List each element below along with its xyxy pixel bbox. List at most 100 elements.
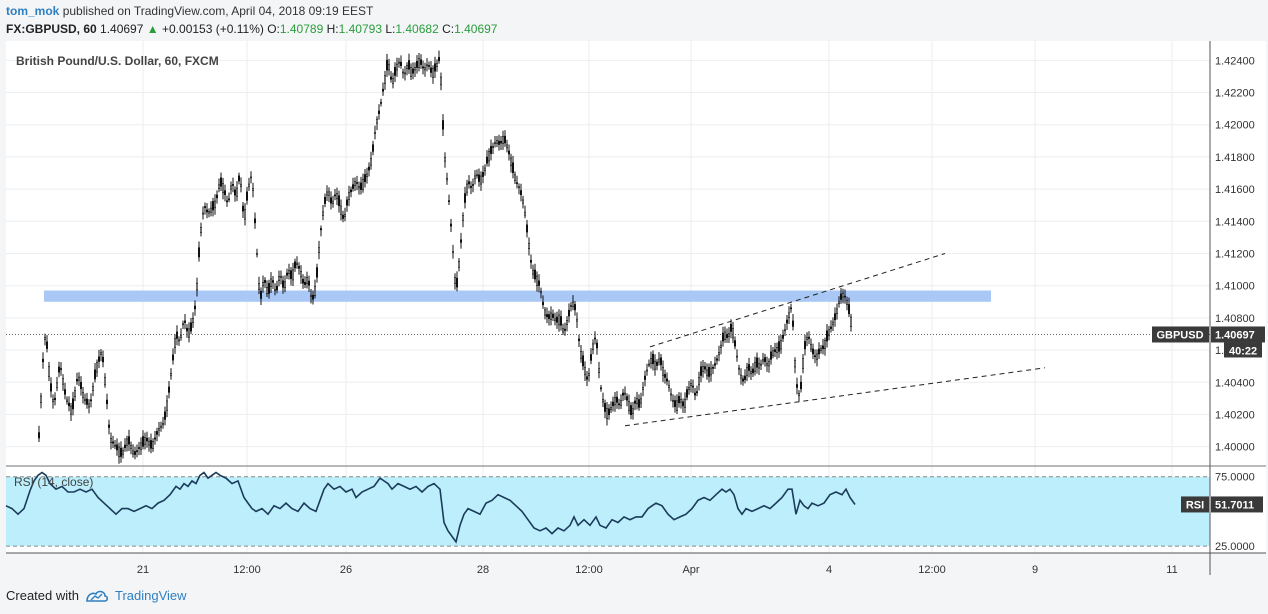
author-name[interactable]: tom_mok <box>6 4 60 18</box>
candle-body <box>68 402 71 407</box>
candle-body <box>43 336 46 340</box>
candle-body <box>76 378 79 382</box>
candle-body <box>785 319 788 324</box>
candle-body <box>315 267 318 278</box>
candle-body <box>661 366 664 376</box>
candle <box>307 275 310 292</box>
candle-body <box>190 322 193 332</box>
candle <box>287 263 290 280</box>
candle <box>849 313 852 332</box>
candle-body <box>409 67 412 77</box>
candle-body <box>45 341 48 349</box>
candle <box>621 388 624 402</box>
candle-body <box>82 392 85 398</box>
candle-body <box>809 343 812 350</box>
candle-body <box>577 338 580 342</box>
candle <box>671 394 674 408</box>
candle <box>214 194 217 215</box>
candle <box>445 172 448 185</box>
candle <box>579 345 582 363</box>
tradingview-brand[interactable]: TradingView <box>114 588 187 603</box>
candle-body <box>835 308 838 314</box>
candle-body <box>80 382 83 389</box>
rsi-name-badge <box>1181 496 1209 513</box>
price-chart-svg[interactable]: 1.42400 1.42200 1.42000 1.41800 1.41600 1.414… <box>0 41 1268 581</box>
candle <box>313 279 316 299</box>
y-tick-label: 1.41000 <box>1215 281 1255 293</box>
candle <box>246 186 249 205</box>
candle <box>733 336 736 350</box>
candle-body <box>140 442 143 450</box>
candle <box>66 396 69 405</box>
candle <box>761 352 764 365</box>
candle-body <box>557 314 560 326</box>
candle <box>791 314 794 331</box>
candle <box>355 175 358 191</box>
candle-body <box>561 328 564 333</box>
candle-body <box>341 214 344 219</box>
candle-body <box>631 408 634 414</box>
candle <box>717 345 720 362</box>
y-tick-label: 1.40800 <box>1215 313 1255 325</box>
candle-body <box>767 360 770 367</box>
price-scale[interactable] <box>1210 41 1266 553</box>
candle <box>569 301 572 312</box>
candle <box>216 190 219 204</box>
candle <box>116 438 119 456</box>
candle-body <box>94 369 97 380</box>
candle-body <box>66 399 69 402</box>
candle <box>311 290 314 305</box>
candle <box>755 352 758 374</box>
candle-body <box>733 340 736 347</box>
candle-body <box>743 375 746 380</box>
candle-body <box>515 182 518 184</box>
candle <box>549 306 552 326</box>
candle-body <box>443 157 446 162</box>
candle <box>547 310 550 326</box>
candle-body <box>795 384 798 388</box>
candle <box>459 232 462 249</box>
candle-body <box>739 374 742 379</box>
x-axis[interactable]: 21 12:00 26 28 12:00 Apr 4 12:00 9 11 <box>137 564 1178 576</box>
candle-body <box>248 183 251 188</box>
candle-body <box>511 162 514 174</box>
candle <box>771 346 774 359</box>
candle-body <box>224 190 227 195</box>
candle-body <box>545 314 548 318</box>
candle <box>403 65 406 81</box>
candle-body <box>825 330 828 342</box>
candle <box>168 381 171 399</box>
candle <box>687 380 690 395</box>
candle <box>130 441 133 455</box>
candle <box>285 268 288 280</box>
chart-area[interactable]: 1.42400 1.42200 1.42000 1.41800 1.41600 1.414… <box>0 41 1268 586</box>
candle <box>148 437 151 452</box>
candle-body <box>483 167 486 171</box>
candle-body <box>331 200 334 204</box>
candle <box>291 262 294 287</box>
candle <box>837 296 840 308</box>
candle <box>271 276 274 290</box>
tradingview-logo-icon <box>86 590 109 602</box>
candle-body <box>695 391 698 394</box>
candle <box>747 357 750 378</box>
candle <box>431 65 434 84</box>
candle <box>517 183 520 195</box>
candle <box>397 57 400 68</box>
candle-body <box>547 314 550 319</box>
y-tick-label: 1.41600 <box>1215 184 1255 196</box>
candle <box>236 181 239 202</box>
candle-body <box>160 425 163 428</box>
candle <box>583 361 586 382</box>
candle-body <box>351 184 354 189</box>
candle <box>174 334 177 354</box>
candle <box>335 187 338 206</box>
candle-body <box>72 398 75 410</box>
candle-body <box>499 141 502 144</box>
candle-body <box>751 368 754 374</box>
candle-body <box>371 144 374 152</box>
candle <box>78 372 81 387</box>
low-label: L: <box>385 22 396 36</box>
candle <box>200 222 203 237</box>
candle <box>349 186 352 198</box>
